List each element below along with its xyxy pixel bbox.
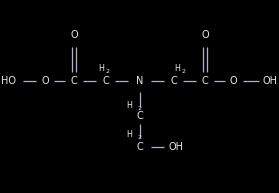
- Text: OH: OH: [168, 142, 183, 152]
- Text: N: N: [136, 76, 143, 86]
- Text: C: C: [170, 76, 177, 86]
- Text: HO: HO: [1, 76, 16, 86]
- Text: 2: 2: [137, 106, 141, 111]
- Text: C: C: [136, 142, 143, 152]
- Text: H: H: [126, 101, 132, 110]
- Text: H: H: [126, 130, 132, 139]
- Text: O: O: [201, 30, 209, 40]
- Text: OH: OH: [263, 76, 278, 86]
- Text: C: C: [202, 76, 208, 86]
- Text: C: C: [136, 111, 143, 121]
- Text: H: H: [175, 64, 181, 73]
- Text: 2: 2: [137, 135, 141, 140]
- Text: 2: 2: [181, 69, 186, 74]
- Text: O: O: [70, 30, 78, 40]
- Text: C: C: [102, 76, 109, 86]
- Text: H: H: [98, 64, 104, 73]
- Text: C: C: [71, 76, 77, 86]
- Text: O: O: [41, 76, 49, 86]
- Text: O: O: [230, 76, 238, 86]
- Text: 2: 2: [105, 69, 109, 74]
